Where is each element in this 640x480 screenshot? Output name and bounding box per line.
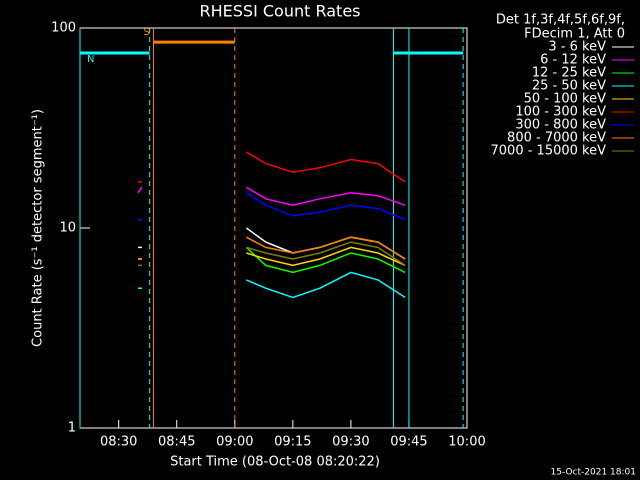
y-tick-label: 10 [59,221,76,236]
series-line [138,241,406,267]
legend-label: 3 - 6 keV [548,40,606,55]
legend-label: 12 - 25 keV [532,66,606,81]
y-axis-label: Count Rate (s⁻¹ detector segment⁻¹) [31,109,46,347]
legend-label: 300 - 800 keV [515,118,606,133]
legend-label: 100 - 300 keV [515,105,606,120]
state-label: S [144,27,150,38]
chart-title: RHESSI Count Rates [200,2,361,21]
x-tick-label: 10:00 [448,435,485,450]
legend-header: Det 1f,3f,4f,5f,6f,9f, [496,13,625,28]
y-tick-label: 100 [51,21,76,36]
x-tick-label: 08:30 [100,435,137,450]
x-tick-label: 09:15 [274,435,311,450]
y-tick-label: 1 [68,421,76,436]
legend-label: 25 - 50 keV [532,79,606,94]
series-line [138,151,406,183]
legend-label: 6 - 12 keV [540,53,606,68]
series-line [137,186,406,206]
legend-label: 50 - 100 keV [524,92,607,107]
x-tick-label: 09:30 [332,435,369,450]
series-line [138,271,406,299]
state-label: N [87,54,94,65]
footer: 15-Oct-2021 18:01 [551,468,636,478]
legend-header: FDecim 1, Att 0 [524,27,625,42]
x-tick-label: 09:00 [216,435,253,450]
x-tick-label: 09:45 [390,435,427,450]
x-tick-label: 08:45 [158,435,195,450]
legend-label: 800 - 7000 keV [507,131,606,146]
legend-label: 7000 - 15000 keV [491,144,607,159]
series-line [138,192,406,221]
series-line [138,236,406,260]
x-axis-label: Start Time (08-Oct-08 08:20:22) [170,455,380,470]
